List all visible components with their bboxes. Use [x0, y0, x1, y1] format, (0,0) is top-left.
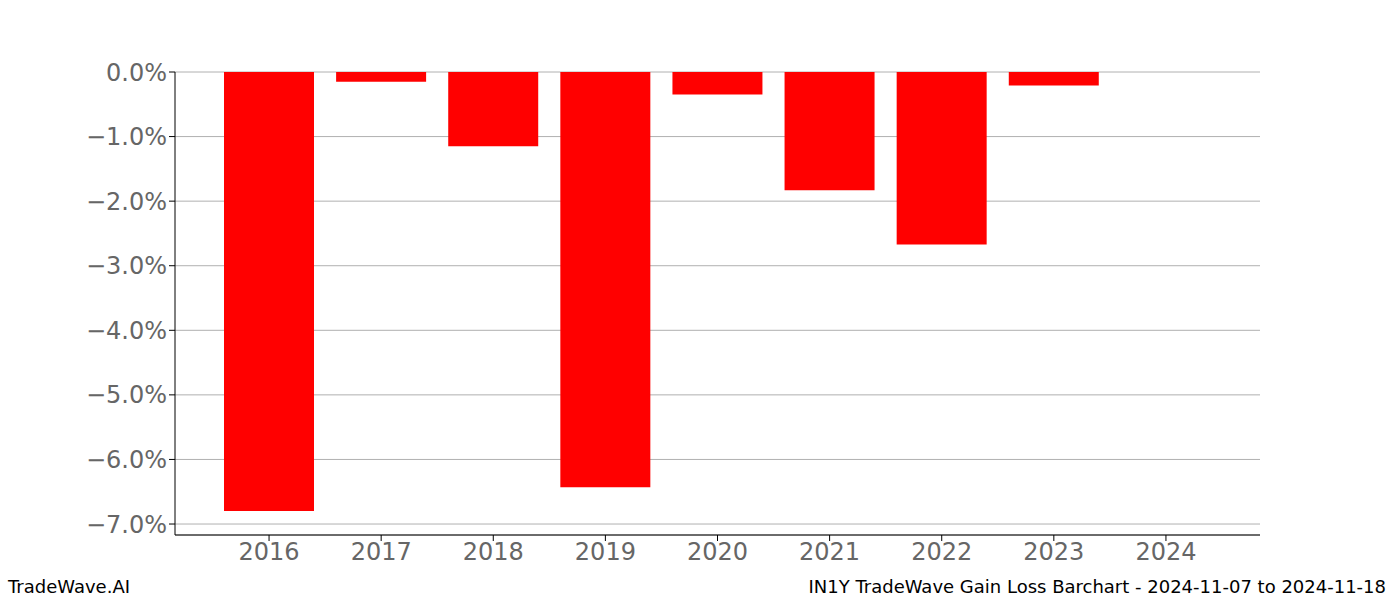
svg-text:2019: 2019: [575, 538, 636, 566]
svg-text:2016: 2016: [239, 538, 300, 566]
svg-text:−5.0%: −5.0%: [86, 381, 167, 409]
svg-text:2021: 2021: [799, 538, 860, 566]
html-text:IN1Y TradeWave Gain Loss Barch: IN1Y TradeWave Gain Loss Barchart - 2024…: [808, 576, 1386, 597]
svg-text:2022: 2022: [911, 538, 972, 566]
svg-text:−4.0%: −4.0%: [86, 317, 167, 345]
svg-text:2020: 2020: [687, 538, 748, 566]
svg-text:2017: 2017: [351, 538, 412, 566]
svg-text:−3.0%: −3.0%: [86, 252, 167, 280]
svg-text:−7.0%: −7.0%: [86, 511, 167, 539]
svg-text:2018: 2018: [463, 538, 524, 566]
svg-text:2024: 2024: [1135, 538, 1196, 566]
svg-text:−6.0%: −6.0%: [86, 446, 167, 474]
svg-text:−1.0%: −1.0%: [86, 123, 167, 151]
html-text:TradeWave.AI: TradeWave.AI: [8, 576, 130, 597]
svg-text:−2.0%: −2.0%: [86, 188, 167, 216]
svg-text:0.0%: 0.0%: [106, 59, 167, 87]
svg-text:2023: 2023: [1023, 538, 1084, 566]
